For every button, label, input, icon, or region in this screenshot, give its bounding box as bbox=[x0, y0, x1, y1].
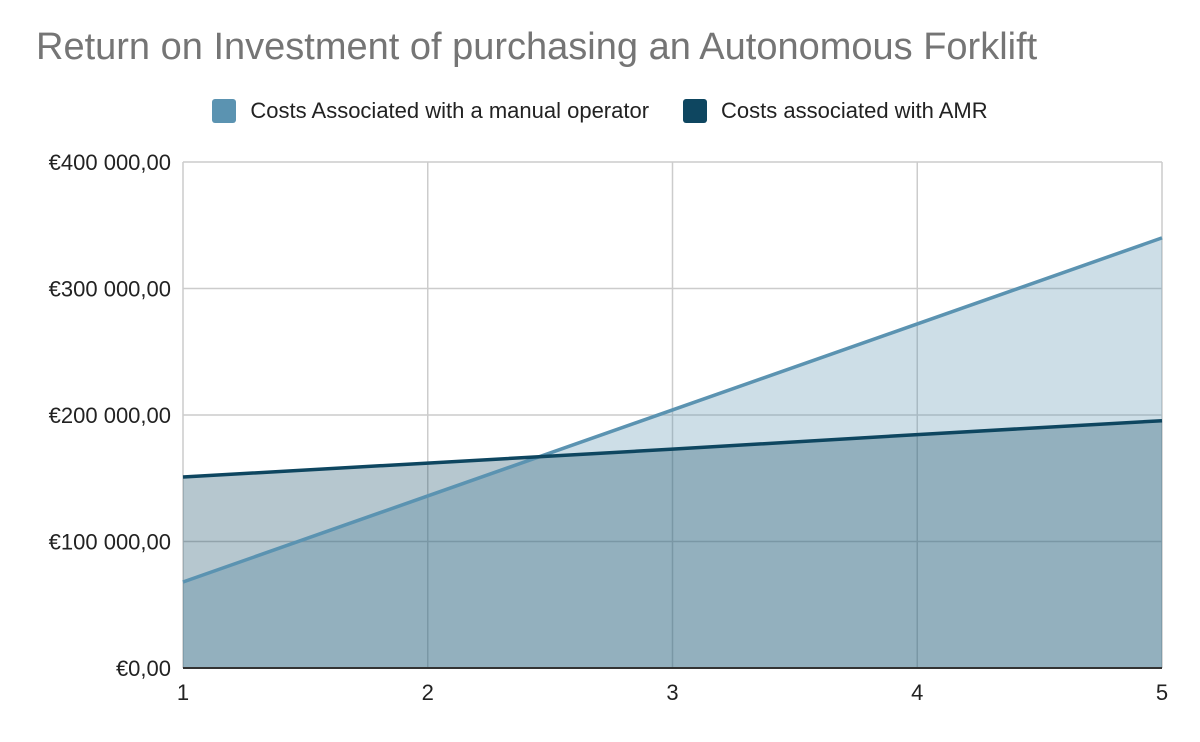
y-tick-label-2: €200 000,00 bbox=[49, 403, 171, 428]
area-fill-series-1 bbox=[183, 420, 1162, 668]
legend-item-manual-operator[interactable]: Costs Associated with a manual operator bbox=[212, 98, 649, 124]
chart-title: Return on Investment of purchasing an Au… bbox=[36, 26, 1038, 68]
area-fill-series-0 bbox=[183, 237, 1162, 668]
legend-label-manual-operator: Costs Associated with a manual operator bbox=[250, 98, 650, 123]
legend: Costs Associated with a manual operator … bbox=[0, 98, 1200, 124]
series-line-0 bbox=[182, 236, 1163, 584]
y-tick-label-0: €0,00 bbox=[116, 656, 171, 681]
legend-swatch-amr bbox=[683, 99, 708, 123]
legend-swatch-manual-operator bbox=[212, 99, 237, 123]
x-tick-label-3: 4 bbox=[911, 680, 923, 705]
legend-label-amr: Costs associated with AMR bbox=[721, 98, 988, 123]
x-tick-label-4: 5 bbox=[1156, 680, 1168, 705]
y-tick-label-3: €300 000,00 bbox=[49, 277, 171, 302]
legend-item-amr[interactable]: Costs associated with AMR bbox=[683, 98, 988, 124]
x-tick-label-1: 2 bbox=[422, 680, 434, 705]
x-tick-label-2: 3 bbox=[666, 680, 678, 705]
y-tick-label-4: €400 000,00 bbox=[49, 150, 171, 175]
x-tick-label-0: 1 bbox=[177, 680, 189, 705]
series-line-1 bbox=[182, 418, 1163, 479]
y-tick-label-1: €100 000,00 bbox=[49, 530, 171, 555]
